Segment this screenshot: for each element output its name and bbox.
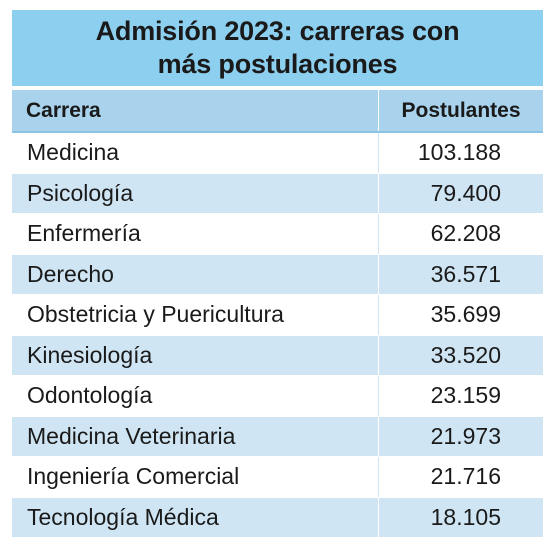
cell-postulantes: 23.159 [430, 382, 501, 409]
table-row: Psicología 79.400 [12, 173, 543, 214]
cell-postulantes: 62.208 [430, 220, 501, 247]
cell-postulantes: 21.716 [430, 463, 501, 490]
table-title-line-2: más postulaciones [157, 49, 398, 79]
cell-postulantes: 36.571 [430, 260, 501, 287]
cell-postulantes: 33.520 [430, 341, 501, 368]
table-title: Admisión 2023: carreras con más postulac… [12, 10, 543, 86]
cell-carrera: Ingeniería Comercial [12, 457, 379, 497]
cell-carrera: Medicina [12, 133, 379, 173]
table-row: Medicina Veterinaria 21.973 [12, 416, 543, 457]
table-row: Kinesiología 33.520 [12, 335, 543, 376]
header-carrera: Carrera [12, 90, 379, 131]
cell-postulantes: 103.188 [417, 139, 501, 166]
cell-carrera: Psicología [12, 173, 379, 213]
table-row: Obstetricia y Puericultura 35.699 [12, 295, 543, 336]
table-header-row: Carrera Postulantes [12, 90, 543, 133]
table-body: Medicina 103.188 Psicología 79.400 Enfermerí… [12, 133, 543, 538]
cell-postulantes: 35.699 [430, 301, 501, 328]
header-postulantes: Postulantes [401, 98, 521, 122]
table-card: Admisión 2023: carreras con más postulac… [12, 10, 543, 538]
cell-postulantes: 18.105 [430, 503, 501, 530]
cell-carrera: Obstetricia y Puericultura [12, 295, 379, 335]
table-row: Medicina 103.188 [12, 133, 543, 174]
cell-carrera: Odontología [12, 376, 379, 416]
cell-carrera: Medicina Veterinaria [12, 416, 379, 456]
cell-carrera: Derecho [12, 254, 379, 294]
cell-carrera: Tecnología Médica [12, 497, 379, 537]
cell-postulantes: 21.973 [430, 422, 501, 449]
table-row: Tecnología Médica 18.105 [12, 497, 543, 538]
cell-postulantes: 79.400 [430, 179, 501, 206]
table-row: Odontología 23.159 [12, 376, 543, 417]
cell-carrera: Enfermería [12, 214, 379, 254]
table-row: Ingeniería Comercial 21.716 [12, 457, 543, 498]
table-title-line-1: Admisión 2023: carreras con [95, 16, 460, 46]
cell-carrera: Kinesiología [12, 335, 379, 375]
table-row: Derecho 36.571 [12, 254, 543, 295]
table-row: Enfermería 62.208 [12, 214, 543, 255]
